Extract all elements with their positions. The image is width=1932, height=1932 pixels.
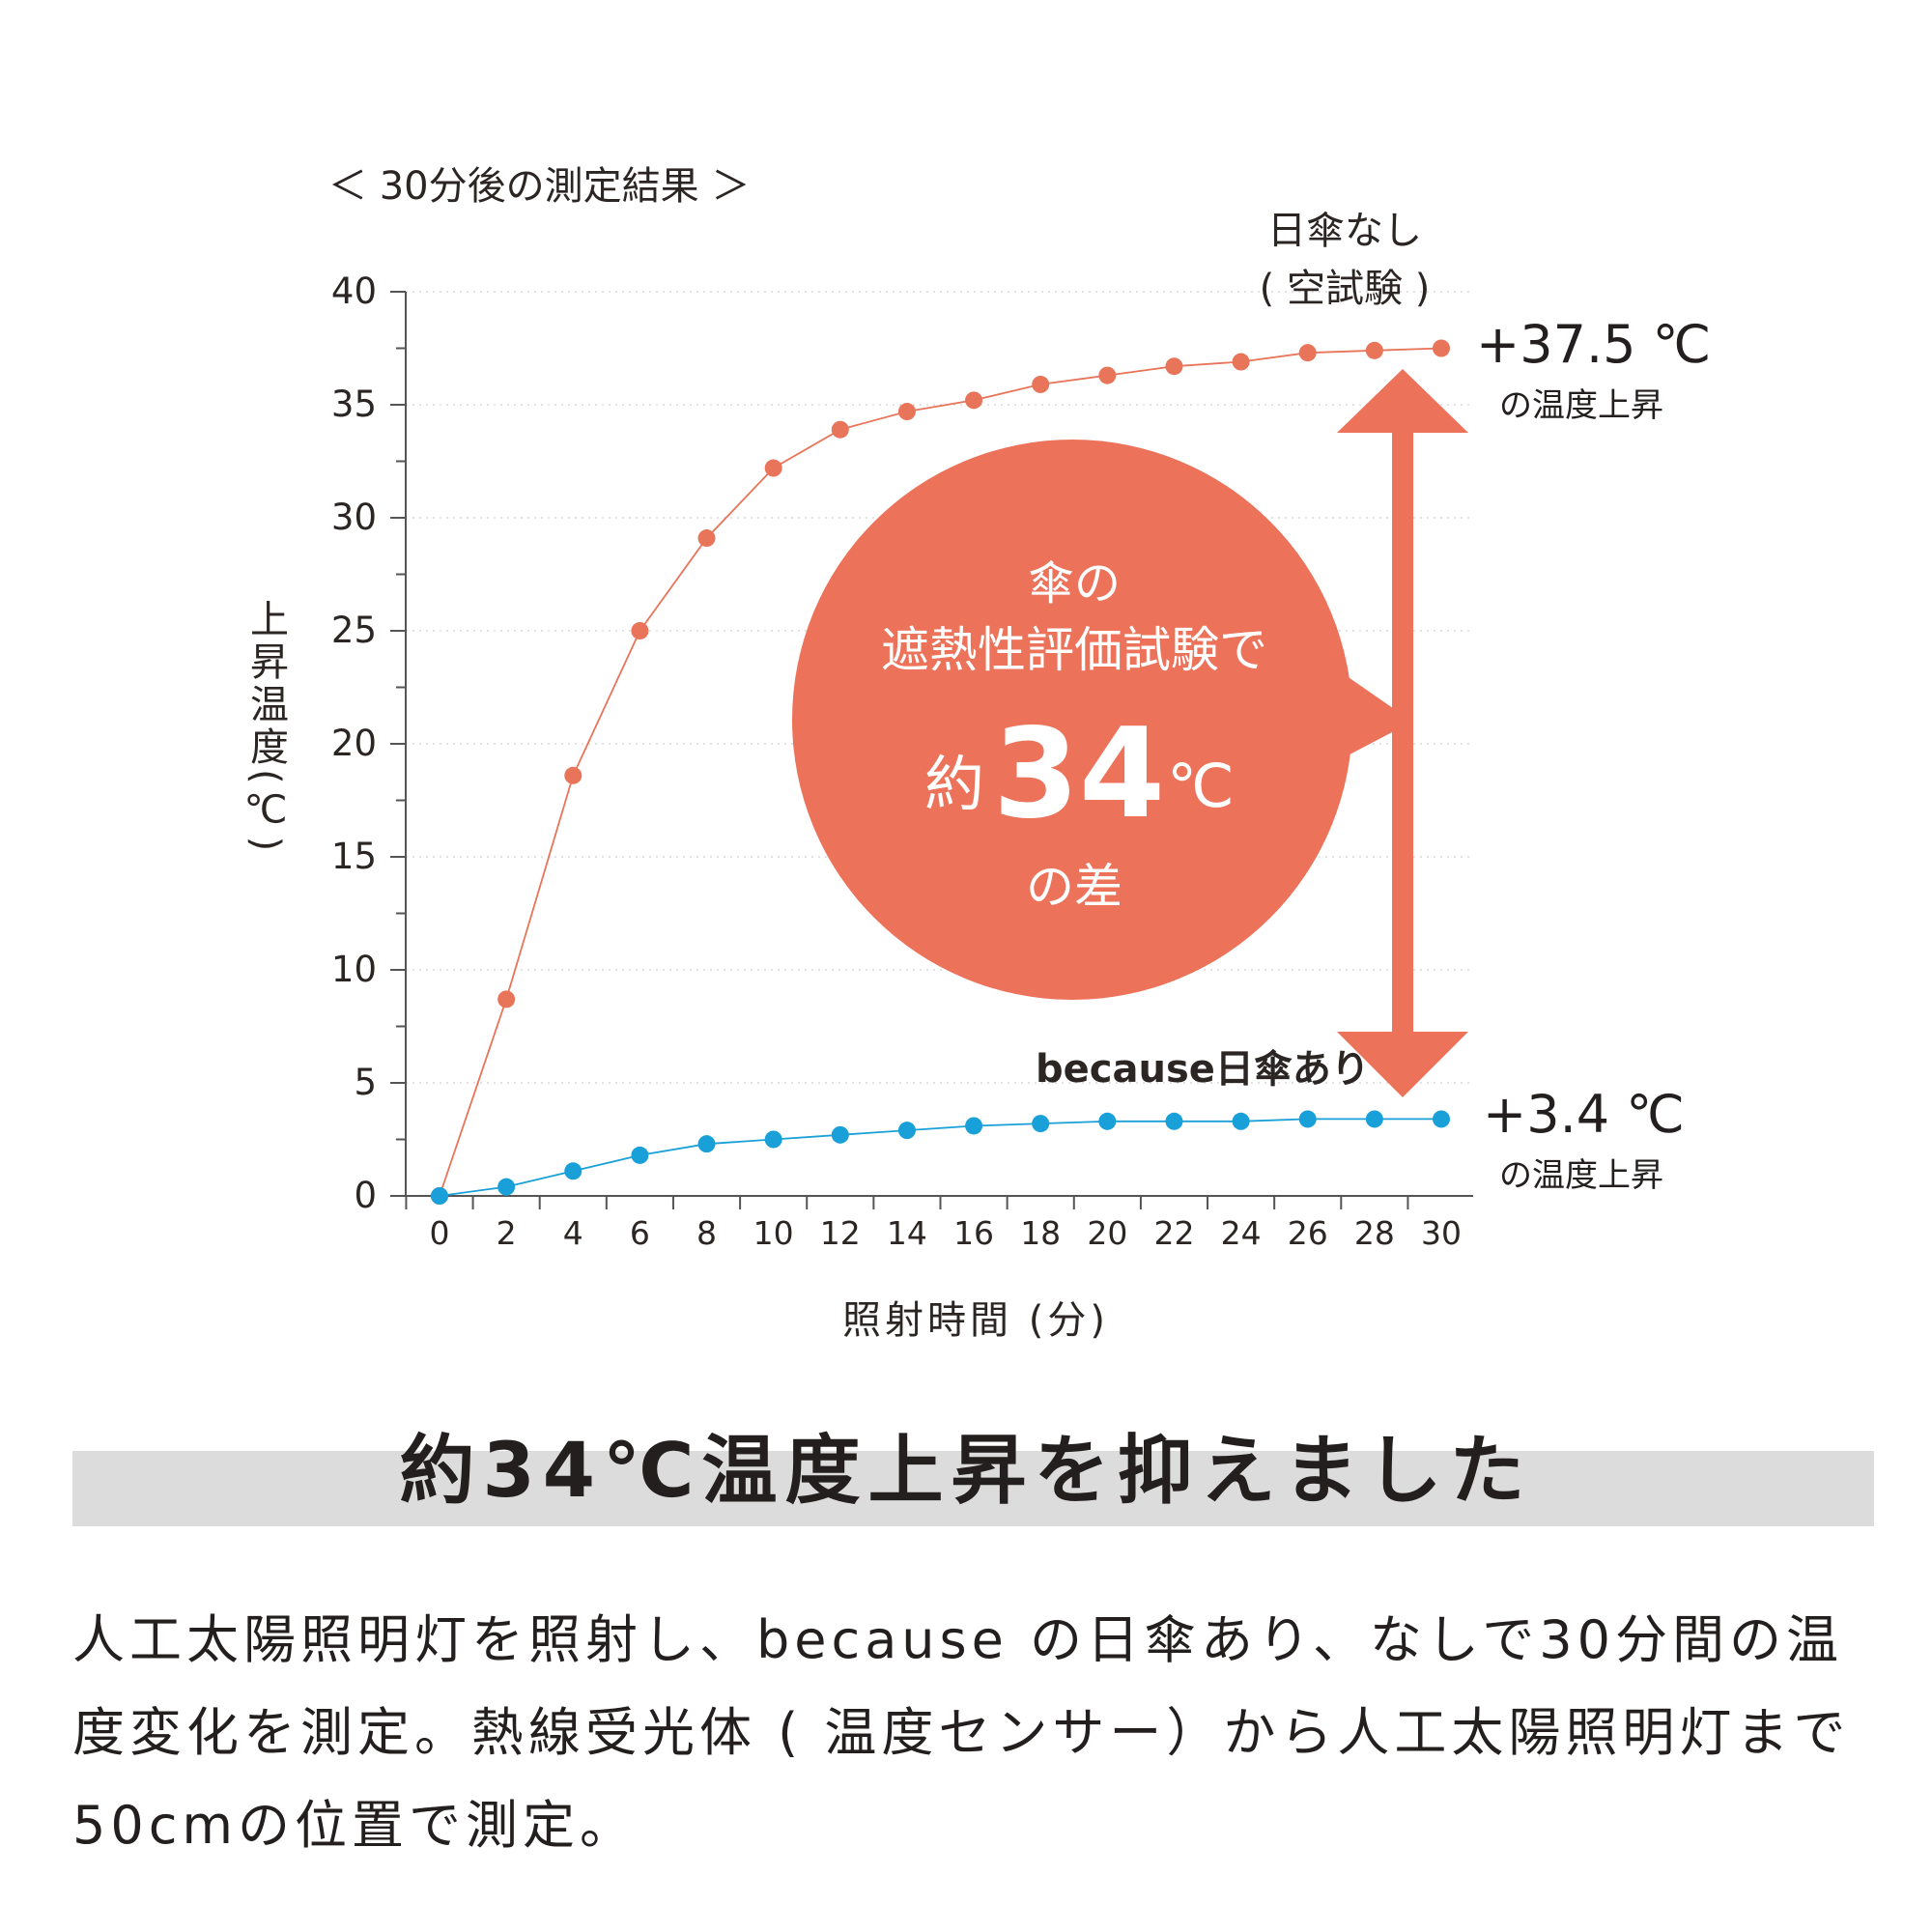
x-tick-label: 26 — [1288, 1214, 1328, 1252]
chart: ＜ 30分後の測定結果 ＞ 0 2 4 6 8 10 12 14 16 18 20 22 24 26 28 3… — [243, 164, 1711, 1343]
series2-point — [564, 1162, 582, 1180]
headline-banner — [72, 1451, 1874, 1526]
series1-point — [631, 622, 649, 639]
x-tick-label: 8 — [696, 1214, 717, 1252]
bubble-line2: 遮熱性評価試験で — [881, 622, 1267, 678]
arrow-head-down — [1337, 1032, 1468, 1097]
series2-point — [1098, 1112, 1117, 1130]
bubble-pointer — [1333, 667, 1412, 763]
y-tick-label: 0 — [354, 1175, 377, 1216]
low-value: +3.4 ℃ — [1483, 1084, 1685, 1145]
series1-point — [564, 766, 582, 784]
series2-point — [497, 1178, 516, 1196]
series2-point — [764, 1130, 782, 1149]
y-axis-label: 上昇温度(℃) — [243, 599, 288, 855]
x-tick-label: 10 — [753, 1214, 794, 1252]
series1-point — [831, 420, 849, 439]
series2-point — [1165, 1112, 1183, 1130]
series2-point — [831, 1125, 849, 1144]
y-tick-label: 5 — [354, 1062, 377, 1103]
series2-point — [1365, 1110, 1383, 1128]
series1-point — [1165, 357, 1183, 376]
series-line-2 — [439, 1118, 1441, 1197]
series1-point — [497, 990, 516, 1009]
x-tick-label: 12 — [820, 1214, 861, 1252]
description-text: 人工太陽照明灯を照射し、because の日傘あり、なしで30分間の温度変化を測… — [72, 1609, 1851, 1856]
low-caption: の温度上昇 — [1499, 1156, 1663, 1195]
series1-point — [1365, 341, 1383, 359]
bubble-unit: ℃ — [1167, 751, 1235, 821]
series-lines — [439, 347, 1442, 1197]
bubble-line1: 傘の — [1028, 556, 1121, 611]
y-tick-label: 20 — [331, 723, 377, 764]
series2-label: because日傘あり — [1036, 1047, 1370, 1092]
series1-point — [1433, 339, 1450, 357]
difference-arrow — [1337, 369, 1468, 1097]
y-tick-label: 15 — [331, 836, 377, 877]
series2-point — [897, 1122, 916, 1140]
x-axis-label: 照射時間 (分) — [842, 1298, 1109, 1343]
series2-point — [631, 1146, 649, 1164]
series1-point — [897, 403, 916, 421]
y-tick-label: 30 — [331, 497, 377, 538]
x-tick-label: 16 — [953, 1214, 994, 1252]
series2-point — [1433, 1110, 1450, 1128]
difference-bubble: 傘の 遮熱性評価試験で 約 34 ℃ の差 — [792, 440, 1412, 1000]
arrow-shaft — [1392, 431, 1413, 1034]
series1-label-line2: ( 空試験 ) — [1260, 267, 1431, 311]
bubble-circle — [792, 440, 1352, 1000]
series1-point — [764, 459, 782, 477]
x-tick-label: 20 — [1087, 1214, 1127, 1252]
y-tick-label: 35 — [331, 384, 377, 425]
high-caption: の温度上昇 — [1499, 386, 1663, 425]
x-tick-labels: 0 2 4 6 8 10 12 14 16 18 20 22 24 26 28 30 — [430, 1214, 1463, 1252]
bubble-prefix: 約 — [924, 749, 984, 819]
x-tick-label: 0 — [430, 1214, 450, 1252]
x-tick-label: 6 — [630, 1214, 650, 1252]
y-tick-labels: 0 5 10 15 20 25 30 35 40 — [331, 270, 377, 1216]
series1-point — [1298, 344, 1317, 362]
high-value: +37.5 ℃ — [1476, 314, 1711, 375]
series2-point — [697, 1135, 716, 1153]
arrow-head-up — [1337, 369, 1468, 433]
series2-point — [1032, 1115, 1050, 1133]
bubble-number: 34 — [993, 702, 1165, 846]
bubble-line4: の差 — [1026, 859, 1122, 915]
series-line-1 — [439, 347, 1442, 1197]
x-tick-label: 30 — [1421, 1214, 1462, 1252]
series1-point — [1032, 375, 1050, 393]
x-tick-label: 18 — [1020, 1214, 1061, 1252]
y-tick-label: 10 — [331, 949, 377, 990]
chart-title: ＜ 30分後の測定結果 ＞ — [328, 164, 750, 209]
series2-point — [431, 1187, 448, 1205]
y-tick-label: 25 — [331, 610, 377, 651]
x-tick-label: 4 — [563, 1214, 583, 1252]
series2-point — [965, 1117, 983, 1135]
series1-point — [697, 529, 716, 548]
x-tick-label: 24 — [1221, 1214, 1262, 1252]
series1-point — [965, 391, 983, 410]
x-tick-label: 22 — [1153, 1214, 1194, 1252]
series2-point — [1298, 1110, 1317, 1128]
series1-point — [1232, 353, 1250, 371]
x-tick-label: 14 — [887, 1214, 927, 1252]
x-tick-label: 2 — [497, 1214, 517, 1252]
headline: 約34℃温度上昇を抑えました — [399, 1428, 1533, 1515]
axes — [390, 291, 1473, 1209]
series1-label-line1: 日傘なし — [1267, 209, 1422, 253]
x-tick-label: 28 — [1354, 1214, 1395, 1252]
series2-point — [1232, 1112, 1250, 1130]
y-tick-label: 40 — [331, 270, 377, 312]
series-points — [431, 339, 1450, 1205]
series1-point — [1098, 366, 1117, 384]
